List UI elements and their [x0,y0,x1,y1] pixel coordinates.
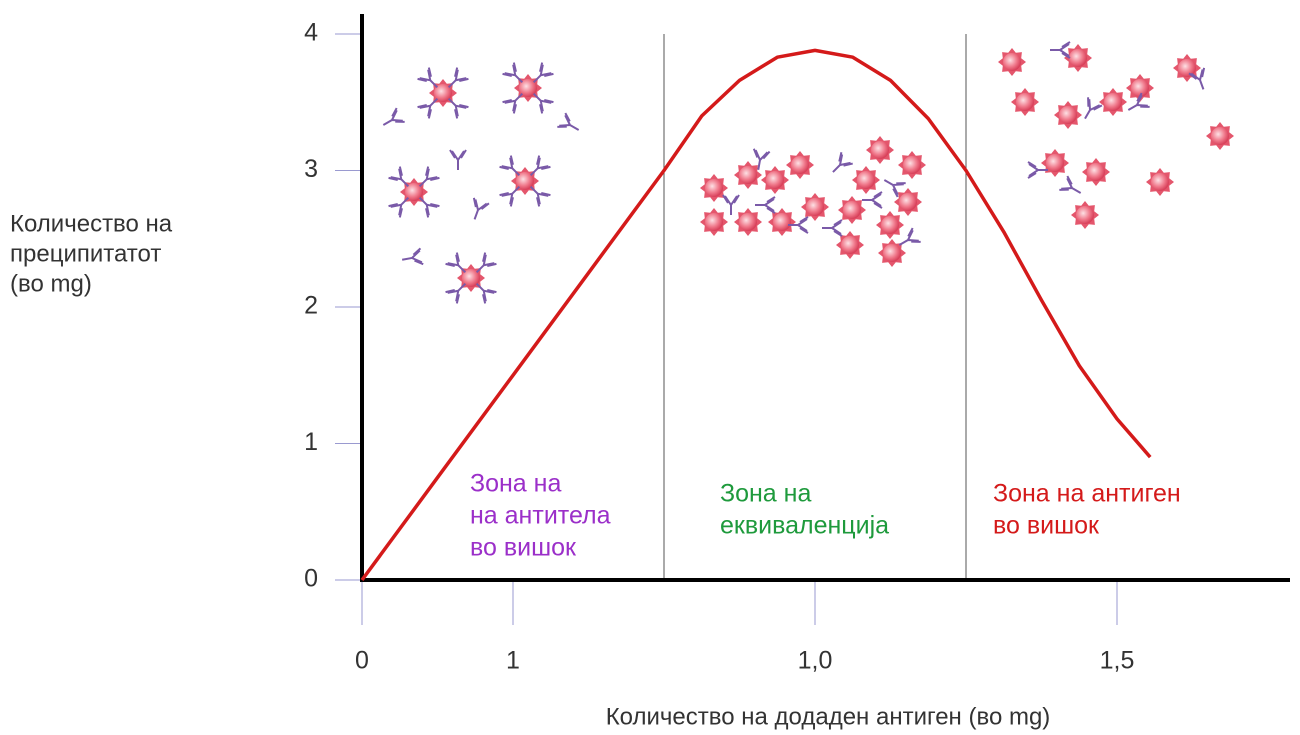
y-tick-label: 2 [304,292,318,320]
antigen-core [739,213,757,231]
antibody-shape [755,197,775,213]
antibody-shape [827,152,852,177]
antigen-core [883,244,901,262]
x-tick-label: 1,5 [1100,647,1135,675]
antibody-shape [862,192,882,208]
zone-label: во вишок [993,512,1100,540]
antigen-core [881,216,899,234]
antigen-core [841,236,859,254]
antigen-core [843,201,861,219]
antigen-core [766,171,784,189]
antigen-core [1211,127,1229,145]
zone-label: Зона на антиген [993,480,1181,508]
illustrations [379,42,1234,303]
zone-label: во вишок [470,534,577,562]
y-tick-label: 1 [304,428,318,456]
antibody [1078,97,1102,122]
antibody-shape [467,198,489,222]
y-axis-label: Количество на [10,210,173,237]
antibody [379,108,404,132]
zone-label: еквиваленција [720,512,889,540]
antibody [401,248,423,267]
antibody [723,195,739,215]
antigen-core [739,166,757,184]
antibody [827,152,852,177]
y-tick-label: 3 [304,155,318,183]
x-tick-label: 1 [506,647,520,675]
x-tick-label: 1,0 [798,647,833,675]
antigen-core [705,179,723,197]
antibody [467,198,489,222]
antigen-core [903,156,921,174]
antigen-core [1076,206,1094,224]
antigen-core [899,193,917,211]
antibody-shape [557,113,582,137]
antibody [822,220,842,236]
zone-label: на антитела [470,502,611,530]
antibody-shape [1078,97,1102,122]
antibody [1059,176,1084,200]
x-axis-label: Количество на додаден антиген (во mg) [606,703,1051,730]
antigen-core [1069,49,1087,67]
antigen-core [1104,93,1122,111]
antigen-core [773,213,791,231]
zone-label: Зона на [720,480,811,508]
antigen-core [1151,173,1169,191]
antibody-shape [379,108,404,132]
antigen-core [791,156,809,174]
zone-label: Зона на [470,470,561,498]
antigen-core [705,213,723,231]
antibody [557,113,582,137]
antigen-core [1016,93,1034,111]
antigen-core [1087,163,1105,181]
antibody-shape [401,248,423,267]
y-axis-label: (во mg) [10,270,92,297]
antibody [755,197,775,213]
y-tick-label: 4 [304,19,318,47]
antibody-shape [1059,176,1084,200]
antibody [450,150,466,170]
antibody [862,192,882,208]
antibody-shape [1050,42,1070,58]
antibody [1050,42,1070,58]
chart: 0 1 2 3 4 0 1 1,0 1,5 Количество на додаден антиг… [0,0,1300,735]
antigen-core [1046,154,1064,172]
antigen-core [1059,106,1077,124]
antigen-core [857,171,875,189]
antigen-core [871,141,889,159]
x-tick-label: 0 [355,647,369,675]
antibody-shape [822,220,842,236]
y-tick-label: 0 [304,565,318,593]
antibody-shape [723,195,739,215]
y-axis-label: преципитатот [10,240,161,267]
antigen-core [1003,53,1021,71]
antibody-shape [450,150,466,170]
antigen-core [806,198,824,216]
